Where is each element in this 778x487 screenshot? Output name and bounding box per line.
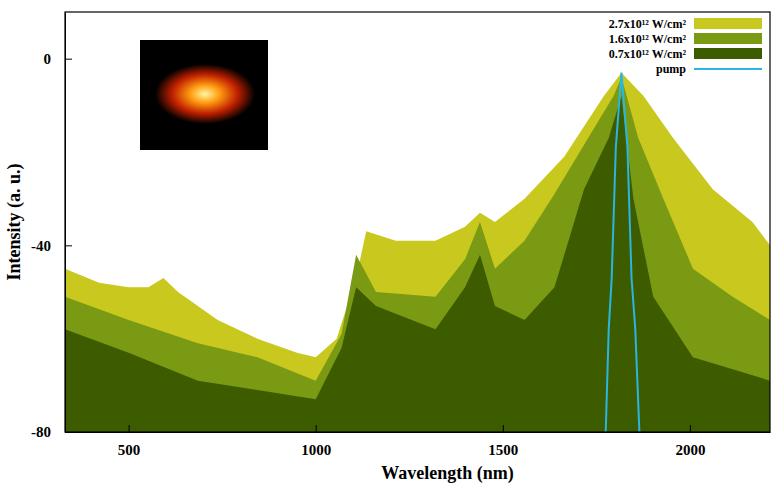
legend-swatch: [694, 48, 762, 59]
inset-background: [140, 40, 268, 150]
legend-label: pump: [656, 62, 686, 76]
plot-frame: [65, 12, 770, 432]
legend-swatch: [694, 33, 762, 44]
x-axis-line: [66, 432, 771, 433]
x-tick-label: 1500: [488, 442, 518, 458]
y-tick: 0: [44, 51, 73, 67]
x-tick-label: 1000: [301, 442, 331, 458]
y-tick-label: 0: [44, 51, 52, 67]
legend-item: 0.7x10¹² W/cm²: [609, 47, 762, 61]
y-tick-label: -40: [31, 238, 51, 254]
x-tick-mark: [316, 425, 317, 432]
y-tick: -40: [31, 238, 72, 254]
x-axis-title: Wavelength (nm): [381, 463, 514, 484]
y-tick-mark: [65, 59, 72, 60]
x-tick: 1000: [301, 425, 331, 458]
x-tick-mark: [503, 425, 504, 432]
legend-label: 2.7x10¹² W/cm²: [609, 17, 687, 31]
legend-swatch: [694, 18, 762, 29]
y-tick: -80: [31, 424, 72, 440]
x-tick: 500: [118, 425, 141, 458]
legend: 2.7x10¹² W/cm²1.6x10¹² W/cm²0.7x10¹² W/c…: [609, 17, 762, 76]
legend-item: 2.7x10¹² W/cm²: [609, 17, 762, 31]
legend-label: 1.6x10¹² W/cm²: [609, 32, 687, 46]
legend-item: 1.6x10¹² W/cm²: [609, 32, 762, 46]
chart: 500 1000 1500 2000 -80 -40 0 Wavelength (nm) Int…: [0, 0, 778, 487]
legend-label: 0.7x10¹² W/cm²: [609, 47, 687, 61]
x-tick-label: 2000: [675, 442, 705, 458]
plot-background: [65, 12, 770, 432]
pump-line: [606, 73, 640, 432]
inset-spot: [155, 64, 255, 124]
x-tick: 2000: [675, 425, 705, 458]
x-tick-mark: [690, 425, 691, 432]
x-tick-label: 500: [118, 442, 141, 458]
y-axis-title: Intensity (a. u.): [4, 163, 25, 280]
x-axis: 500 1000 1500 2000: [66, 425, 771, 458]
y-axis-line: [65, 13, 66, 433]
x-tick: 1500: [488, 425, 518, 458]
legend-swatch: [694, 68, 762, 70]
legend-item: pump: [656, 62, 762, 76]
y-tick-mark: [65, 432, 72, 433]
y-axis: -80 -40 0: [31, 13, 72, 441]
y-tick-mark: [65, 245, 72, 246]
inset-image: [140, 40, 268, 150]
y-tick-label: -80: [31, 424, 51, 440]
x-tick-mark: [129, 425, 130, 432]
